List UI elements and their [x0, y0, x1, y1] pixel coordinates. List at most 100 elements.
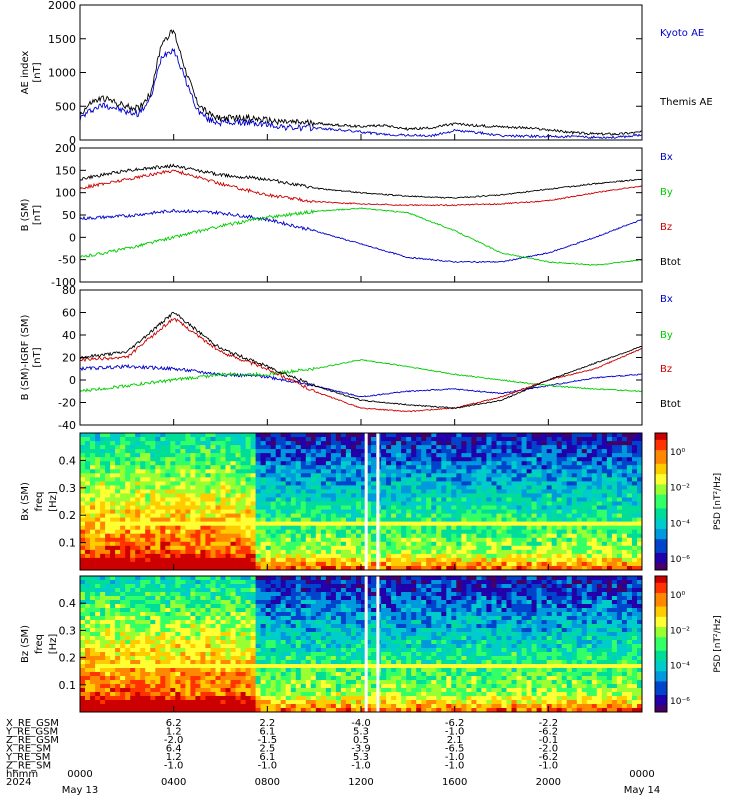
spectrogram-cell: [120, 664, 126, 669]
spectrogram-cell: [611, 566, 618, 571]
spectrogram-cell: [411, 557, 417, 563]
spectrogram-cell: [150, 616, 156, 621]
spectrogram-cell: [245, 545, 251, 551]
spectrogram-cell: [200, 664, 206, 669]
spectrogram-cell: [260, 477, 266, 482]
spectrogram-cell: [230, 481, 236, 486]
spectrogram-cell: [345, 461, 352, 466]
spectrogram-cell: [571, 481, 578, 486]
spectrogram-cell: [255, 461, 261, 466]
spectrogram-cell: [210, 632, 216, 637]
spectrogram-cell: [581, 541, 588, 547]
panel-frame: [79, 147, 643, 283]
spectrogram-cell: [285, 537, 292, 543]
spectrogram-cell: [506, 509, 512, 514]
colorbar-segment: [655, 508, 667, 513]
spectrogram-cell: [200, 592, 206, 597]
spectrogram-cell: [110, 537, 116, 543]
spectrogram-cell: [140, 501, 146, 506]
spectrogram-cell: [606, 505, 613, 510]
spectrogram-cell: [396, 541, 402, 547]
spectrogram-cell: [586, 485, 593, 490]
spectrogram-cell: [240, 477, 246, 482]
spectrogram-cell: [431, 553, 437, 559]
spectrogram-cell: [200, 453, 206, 458]
spectrogram-cell: [601, 461, 608, 466]
spectrogram-cell: [235, 465, 241, 470]
spectrogram-cell: [366, 545, 372, 551]
spectrogram-cell: [80, 576, 86, 581]
spectrogram-cell: [305, 485, 312, 490]
spectrogram-cell: [531, 517, 537, 522]
spectrogram-cell: [105, 561, 111, 567]
spectrogram-cell: [255, 477, 261, 482]
spectrogram-cell: [446, 477, 452, 482]
spectrogram-cell: [626, 513, 633, 518]
spectrogram-cell: [115, 624, 121, 629]
spectrogram-cell: [115, 672, 121, 677]
spectrogram-cell: [325, 441, 332, 446]
spectrogram-cell: [421, 441, 427, 446]
spectrogram-cell: [325, 509, 332, 514]
spectrogram-cell: [260, 453, 266, 458]
spectrogram-cell: [145, 576, 151, 581]
spectrogram-cell: [305, 525, 312, 531]
spectrogram-cell: [551, 433, 558, 438]
spectrogram-cell: [195, 592, 201, 597]
spectrogram-cell: [220, 604, 226, 609]
spectrogram-cell: [220, 584, 226, 589]
spectrogram-cell: [345, 545, 352, 551]
spectrogram-cell: [506, 473, 512, 478]
spectrogram-cell: [175, 704, 181, 709]
spectrogram-cell: [130, 445, 136, 450]
spectrogram-cell: [295, 529, 302, 535]
spectrogram-cell: [591, 525, 598, 531]
spectrogram-cell: [561, 493, 568, 498]
spectrogram-cell: [170, 652, 176, 657]
spectrogram-cell: [195, 636, 201, 641]
spectrogram-cell: [170, 549, 176, 555]
spectrogram-cell: [105, 457, 111, 462]
spectrogram-cell: [426, 457, 432, 462]
spectrogram-cell: [285, 566, 292, 571]
spectrogram-cell: [581, 465, 588, 470]
spectrogram-cell: [205, 461, 211, 466]
spectrogram-cell: [170, 644, 176, 649]
spectrogram-cell: [401, 521, 407, 526]
spectrogram-cell: [411, 437, 417, 442]
spectrogram-cell: [406, 489, 412, 494]
spectrogram-cell: [471, 545, 477, 551]
spectrogram-cell: [531, 477, 537, 482]
spectrogram-cell: [160, 557, 166, 563]
spectrogram-cell: [195, 656, 201, 661]
spectrogram-cell: [501, 461, 507, 466]
spectrogram-cell: [280, 545, 287, 551]
spectrogram-cell: [105, 513, 111, 518]
series-line-bx: [79, 208, 643, 263]
spectrogram-cell: [90, 696, 96, 701]
spectrogram-cell: [300, 525, 307, 531]
spectrogram-cell: [130, 620, 136, 625]
spectrogram-cell: [295, 465, 302, 470]
spectrogram-cell: [471, 461, 477, 466]
spectrogram-cell: [225, 660, 231, 665]
spectrogram-cell: [245, 469, 251, 474]
spectrogram-cell: [175, 588, 181, 593]
spectrogram-cell: [120, 668, 126, 673]
spectrogram-cell: [205, 584, 211, 589]
spectrogram-cell: [396, 493, 402, 498]
spectrogram-cell: [556, 533, 563, 539]
spectrogram-cell: [165, 517, 171, 522]
spectrogram-cell: [105, 441, 111, 446]
spectrogram-cell: [491, 529, 497, 535]
spectrogram-cell: [526, 497, 532, 502]
spectrogram-cell: [190, 521, 196, 526]
spectrogram-cell: [295, 481, 302, 486]
spectrogram-cell: [90, 485, 96, 490]
spectrogram-cell: [280, 441, 287, 446]
spectrogram-cell: [586, 481, 593, 486]
spectrogram-cell: [416, 481, 422, 486]
spectrogram-cell: [235, 497, 241, 502]
spectrogram-cell: [130, 437, 136, 442]
spectrogram-cell: [416, 469, 422, 474]
